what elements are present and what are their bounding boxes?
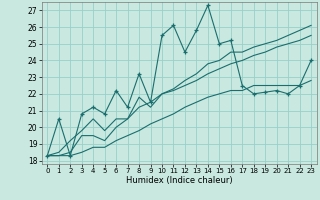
X-axis label: Humidex (Indice chaleur): Humidex (Indice chaleur) — [126, 176, 233, 185]
